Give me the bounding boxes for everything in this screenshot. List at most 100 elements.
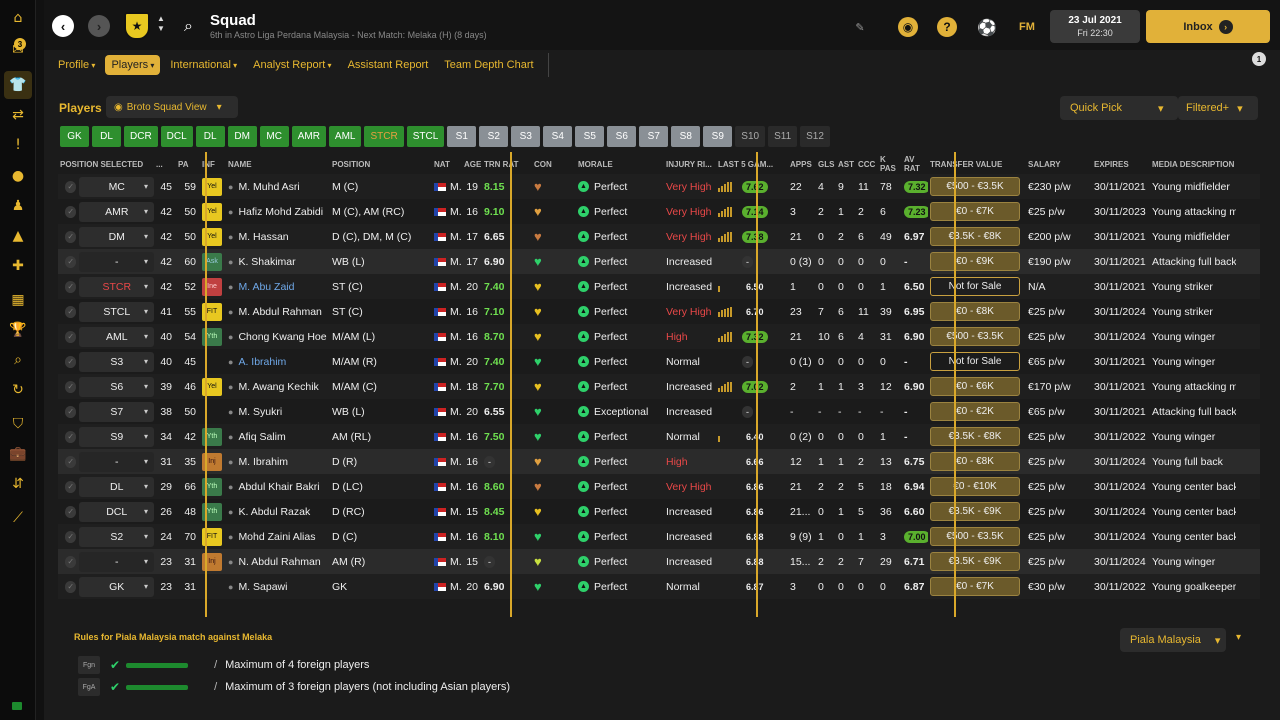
alerts-icon[interactable]: ! bbox=[15, 137, 21, 153]
player-name[interactable]: M. Hassan bbox=[238, 230, 289, 243]
column-header[interactable]: INJURY RI... bbox=[666, 159, 712, 169]
column-header[interactable]: ... bbox=[156, 159, 163, 169]
column-header[interactable]: POSITION SELECTED bbox=[60, 159, 144, 169]
position-select[interactable]: S7 ▾ bbox=[79, 401, 154, 422]
table-row[interactable]: ✓ S2 ▾ 24 70 FIT ● Mohd Zaini Alias D (C) M... 16 8… bbox=[58, 524, 1260, 549]
column-header[interactable]: EXPIRES bbox=[1094, 159, 1129, 169]
column-header[interactable]: NAT bbox=[434, 159, 450, 169]
home-icon[interactable]: ⌂ bbox=[13, 10, 23, 26]
info-badge[interactable]: Yel bbox=[202, 227, 222, 246]
table-row[interactable]: ✓ DM ▾ 42 50 Yel ● M. Hassan D (C), DM, M (C) M..… bbox=[58, 224, 1260, 249]
position-tab[interactable]: MC bbox=[259, 126, 289, 147]
position-tab[interactable]: STCR bbox=[364, 126, 404, 147]
transfer-value[interactable]: €0 - €6K bbox=[930, 377, 1020, 396]
inbox-continue-button[interactable]: Inbox › bbox=[1146, 10, 1270, 43]
transfer-value[interactable]: Not for Sale bbox=[930, 277, 1020, 296]
position-tab[interactable]: S7 bbox=[639, 126, 669, 147]
position-select[interactable]: - ▾ bbox=[79, 451, 154, 472]
select-check-icon[interactable]: ✓ bbox=[65, 430, 77, 443]
position-tab[interactable]: S4 bbox=[543, 126, 573, 147]
column-header[interactable]: CCC bbox=[858, 159, 876, 169]
table-row[interactable]: ✓ AMR ▾ 42 50 Yel ● Hafiz Mohd Zabidi M (C), AM … bbox=[58, 199, 1260, 224]
position-select[interactable]: S6 ▾ bbox=[79, 376, 154, 397]
column-header[interactable]: INF bbox=[202, 159, 215, 169]
position-tab[interactable]: DL bbox=[195, 126, 225, 147]
position-tab[interactable]: S2 bbox=[479, 126, 509, 147]
position-select[interactable]: AML ▾ bbox=[79, 326, 154, 347]
club-crest-icon[interactable]: ★ bbox=[124, 12, 150, 40]
position-tab[interactable]: DM bbox=[227, 126, 257, 147]
player-name[interactable]: Mohd Zaini Alias bbox=[238, 530, 316, 543]
select-check-icon[interactable]: ✓ bbox=[65, 405, 77, 418]
select-check-icon[interactable]: ✓ bbox=[65, 230, 77, 243]
info-badge[interactable]: Inj bbox=[202, 452, 222, 471]
player-name[interactable]: M. Abdul Rahman bbox=[238, 305, 322, 318]
select-check-icon[interactable]: ✓ bbox=[65, 380, 77, 393]
transfer-value[interactable]: €500 - €3.5K bbox=[930, 327, 1020, 346]
medical-icon[interactable]: ✚ bbox=[12, 258, 24, 274]
player-name[interactable]: Hafiz Mohd Zabidi bbox=[238, 205, 324, 218]
player-name[interactable]: Chong Kwang Hoe bbox=[238, 330, 327, 343]
help-icon[interactable]: ? bbox=[937, 17, 957, 37]
info-badge[interactable]: Yth bbox=[202, 427, 222, 446]
table-row[interactable]: ✓ S7 ▾ 38 50 ● M. Syukri WB (L) M... 20 6.55 ♥ ▲ Exce… bbox=[58, 399, 1260, 424]
transfer-value[interactable]: €3.5K - €9K bbox=[930, 502, 1020, 521]
select-check-icon[interactable]: ✓ bbox=[65, 255, 77, 268]
column-header[interactable]: K PAS bbox=[880, 155, 896, 173]
training-icon[interactable]: ▲ bbox=[12, 228, 24, 244]
position-tab[interactable]: S3 bbox=[511, 126, 541, 147]
select-check-icon[interactable]: ✓ bbox=[65, 355, 77, 368]
column-header[interactable]: NAME bbox=[228, 159, 252, 169]
competitions-icon[interactable]: 🏆 bbox=[9, 322, 27, 338]
schedule-icon[interactable]: ▦ bbox=[11, 292, 25, 308]
column-header[interactable]: AST bbox=[838, 159, 854, 169]
player-name[interactable]: M. Ibrahim bbox=[238, 455, 289, 468]
info-badge[interactable]: FIT bbox=[202, 527, 222, 546]
squad-icon[interactable]: 👕 bbox=[4, 71, 32, 99]
player-name[interactable]: N. Abdul Rahman bbox=[238, 555, 321, 568]
table-row[interactable]: ✓ S3 ▾ 40 45 ● A. Ibrahim M/AM (R) M... 20 7.40 ♥ ▲ P… bbox=[58, 349, 1260, 374]
transfer-value[interactable]: €3.5K - €8K bbox=[930, 227, 1020, 246]
transfer-value[interactable]: €3.5K - €9K bbox=[930, 552, 1020, 571]
column-header[interactable]: APPS bbox=[790, 159, 812, 169]
position-tab[interactable]: S11 bbox=[768, 126, 798, 147]
info-badge[interactable]: Ine bbox=[202, 277, 222, 296]
filter-button[interactable]: Filtered+ ▾ bbox=[1178, 96, 1258, 120]
table-row[interactable]: ✓ AML ▾ 40 54 Yth ● Chong Kwang Hoe M/AM (L) M...… bbox=[58, 324, 1260, 349]
table-row[interactable]: ✓ DL ▾ 29 66 Yth ● Abdul Khair Bakri D (LC) M... 1… bbox=[58, 474, 1260, 499]
position-select[interactable]: - ▾ bbox=[79, 551, 154, 572]
table-row[interactable]: ✓ S9 ▾ 34 42 Yth ● Afiq Salim AM (RL) M... 16 7.50 ♥… bbox=[58, 424, 1260, 449]
quick-pick-button[interactable]: Quick Pick ▾ bbox=[1060, 96, 1178, 120]
transfers-icon[interactable]: ⇄ bbox=[12, 107, 24, 123]
transfer-market-icon[interactable]: ↻ bbox=[12, 382, 24, 398]
forward-button[interactable]: › bbox=[88, 15, 110, 37]
position-tab[interactable]: STCL bbox=[406, 126, 445, 147]
player-name[interactable]: A. Ibrahim bbox=[238, 355, 287, 368]
fm-logo[interactable]: FM bbox=[1019, 21, 1035, 33]
finances-icon[interactable]: 💼 bbox=[9, 446, 27, 462]
column-header[interactable]: AV RAT bbox=[904, 155, 920, 173]
info-badge[interactable]: Yth bbox=[202, 477, 222, 496]
transfer-value[interactable]: €3.5K - €8K bbox=[930, 427, 1020, 446]
club-switch-icon[interactable]: ▲ ▼ bbox=[157, 14, 165, 33]
select-check-icon[interactable]: ✓ bbox=[65, 505, 77, 518]
table-row[interactable]: ✓ S6 ▾ 39 46 Yel ● M. Awang Kechik M/AM (C) M... 1… bbox=[58, 374, 1260, 399]
select-check-icon[interactable]: ✓ bbox=[65, 205, 77, 218]
select-check-icon[interactable]: ✓ bbox=[65, 180, 77, 193]
position-select[interactable]: - ▾ bbox=[79, 251, 154, 272]
subnav-item[interactable]: Assistant Report bbox=[342, 55, 435, 75]
subnav-item[interactable]: Analyst Report ▾ bbox=[247, 55, 337, 75]
select-check-icon[interactable]: ✓ bbox=[65, 455, 77, 468]
transfer-value[interactable]: €0 - €7K bbox=[930, 577, 1020, 596]
position-select[interactable]: S2 ▾ bbox=[79, 526, 154, 547]
transfer-value[interactable]: €0 - €2K bbox=[930, 402, 1020, 421]
player-name[interactable]: K. Abdul Razak bbox=[238, 505, 311, 518]
select-check-icon[interactable]: ✓ bbox=[65, 555, 77, 568]
player-name[interactable]: Abdul Khair Bakri bbox=[238, 480, 320, 493]
transfer-value[interactable]: €0 - €8K bbox=[930, 302, 1020, 321]
transfer-value[interactable]: €500 - €3.5K bbox=[930, 177, 1020, 196]
table-row[interactable]: ✓ STCL ▾ 41 55 FIT ● M. Abdul Rahman ST (C) M... 1… bbox=[58, 299, 1260, 324]
football-icon[interactable]: ⚽ bbox=[977, 17, 997, 37]
back-button[interactable]: ‹ bbox=[52, 15, 74, 37]
